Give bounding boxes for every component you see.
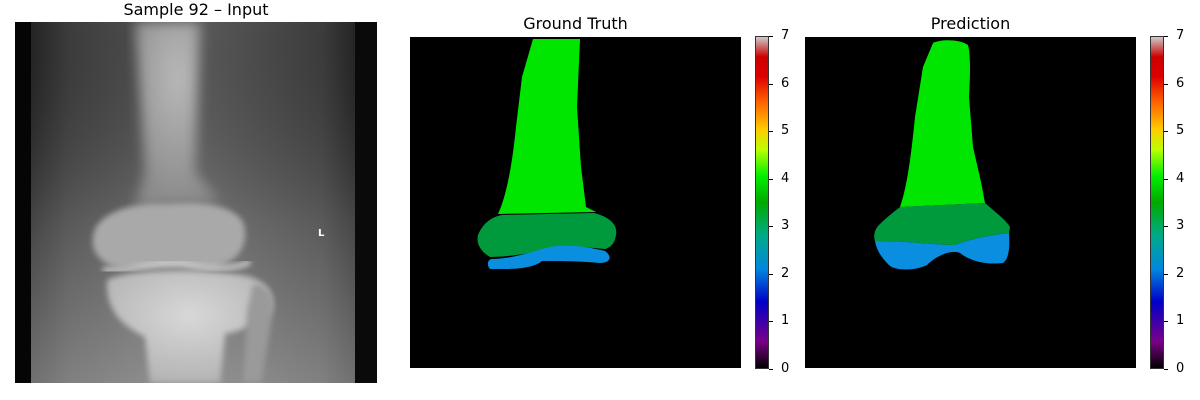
gt-femur-region bbox=[498, 39, 596, 214]
gt-condyle-region bbox=[477, 213, 617, 257]
cb2-tick-1: 1 bbox=[1176, 313, 1185, 328]
cb1-tick-4: 4 bbox=[781, 171, 790, 186]
prediction-mask bbox=[805, 37, 1136, 368]
cb1-tick-5: 5 bbox=[781, 123, 790, 138]
laterality-marker: L bbox=[318, 228, 325, 239]
pred-condyle-region bbox=[874, 203, 1010, 245]
cb2-tick-0: 0 bbox=[1176, 361, 1185, 376]
cb1-tick-7: 7 bbox=[781, 28, 790, 43]
cb1-tick-3: 3 bbox=[781, 218, 790, 233]
pred-tibia-region bbox=[875, 233, 1010, 270]
cb2-tick-2: 2 bbox=[1176, 266, 1185, 281]
input-panel-title: Sample 92 – Input bbox=[123, 0, 269, 19]
cb1-tick-0: 0 bbox=[781, 361, 790, 376]
cb2-tick-7: 7 bbox=[1176, 28, 1185, 43]
cb2-tick-6: 6 bbox=[1176, 76, 1185, 91]
cb1-tick-6: 6 bbox=[781, 76, 790, 91]
cb2-tick-5: 5 bbox=[1176, 123, 1185, 138]
cb1-tick-2: 2 bbox=[781, 266, 790, 281]
prediction-colorbar bbox=[1150, 36, 1164, 369]
input-xray-image: L bbox=[15, 22, 377, 383]
ground-truth-colorbar bbox=[755, 36, 769, 369]
ground-truth-mask bbox=[410, 37, 741, 368]
cb2-tick-3: 3 bbox=[1176, 218, 1185, 233]
ground-truth-title: Ground Truth bbox=[523, 14, 628, 33]
prediction-title: Prediction bbox=[930, 14, 1011, 33]
cb2-tick-4: 4 bbox=[1176, 171, 1185, 186]
pred-femur-region bbox=[900, 40, 985, 207]
cb1-tick-1: 1 bbox=[781, 313, 790, 328]
gt-tibia-region bbox=[487, 245, 610, 269]
